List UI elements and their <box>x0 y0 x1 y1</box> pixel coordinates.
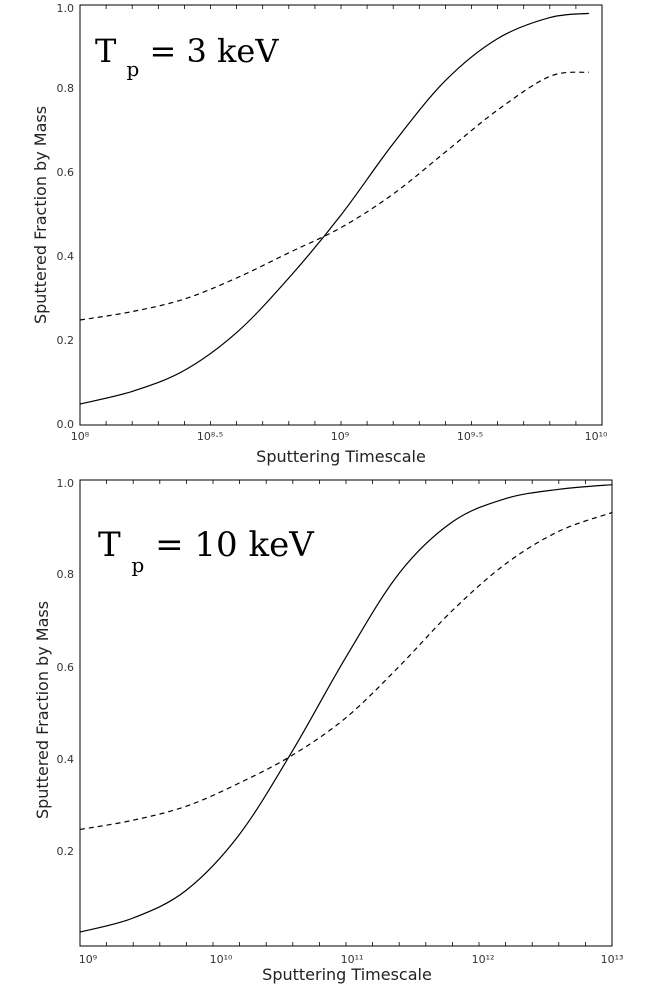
tick-marks <box>105 5 577 425</box>
x-axis-label: Sputtering Timescale <box>262 965 432 984</box>
chart-panel-top: T p = 3 keV 0.0 0.2 0.4 0.6 0.8 1.0 10⁸ … <box>31 2 608 466</box>
chart-panel-bottom: T p = 10 keV 0.2 0.4 0.6 0.8 1.0 10⁹ 10¹… <box>33 477 623 984</box>
y-tick-label: 1.0 <box>57 2 75 15</box>
svg-text:T p = 10 keV: T p = 10 keV <box>98 525 315 581</box>
series-line-solid <box>79 12 589 405</box>
x-tick-label: 10¹⁰ <box>585 430 608 443</box>
y-tick-label: 0.4 <box>57 250 75 263</box>
x-tick-label: 10⁸ <box>71 430 90 443</box>
x-tick-label: 10¹² <box>472 953 495 966</box>
annotation-main: T <box>98 525 121 565</box>
temperature-annotation: T p = 3 keV <box>95 32 279 84</box>
y-tick-label: 0.8 <box>57 82 75 95</box>
svg-text:T p = 3 keV: T p = 3 keV <box>95 32 279 84</box>
tick-marks <box>106 480 586 946</box>
x-tick-label: 10¹¹ <box>341 953 364 966</box>
y-tick-label: 1.0 <box>57 477 75 490</box>
x-tick-label: 10⁹ <box>331 430 349 443</box>
annotation-subscript: p <box>132 553 145 577</box>
series-layer <box>79 484 613 933</box>
x-tick-label: 10¹⁰ <box>210 953 233 966</box>
x-tick-label: 10⁹ <box>79 953 97 966</box>
y-tick-label: 0.8 <box>57 568 75 581</box>
y-tick-label: 0.2 <box>57 334 75 347</box>
series-line-dashed <box>79 71 589 321</box>
y-tick-label: 0.4 <box>57 753 75 766</box>
annotation-value: = 10 keV <box>155 525 315 565</box>
y-tick-label: 0.6 <box>57 166 75 179</box>
x-tick-label: 10⁸·⁵ <box>197 430 223 443</box>
x-tick-label: 10¹³ <box>601 953 624 966</box>
series-layer <box>79 12 589 405</box>
y-tick-label: 0.0 <box>57 418 75 431</box>
x-axis-label: Sputtering Timescale <box>256 447 426 466</box>
annotation-value: = 3 keV <box>150 32 280 70</box>
annotation-subscript: p <box>127 57 140 81</box>
temperature-annotation: T p = 10 keV <box>98 525 315 581</box>
y-axis-label: Sputtered Fraction by Mass <box>31 106 50 324</box>
y-tick-label: 0.6 <box>57 661 75 674</box>
x-tick-label: 10⁹·⁵ <box>457 430 483 443</box>
series-line-solid <box>79 484 613 933</box>
y-axis-label: Sputtered Fraction by Mass <box>33 601 52 819</box>
series-line-dashed <box>79 512 613 831</box>
annotation-main: T <box>95 32 117 70</box>
y-tick-label: 0.2 <box>57 845 75 858</box>
